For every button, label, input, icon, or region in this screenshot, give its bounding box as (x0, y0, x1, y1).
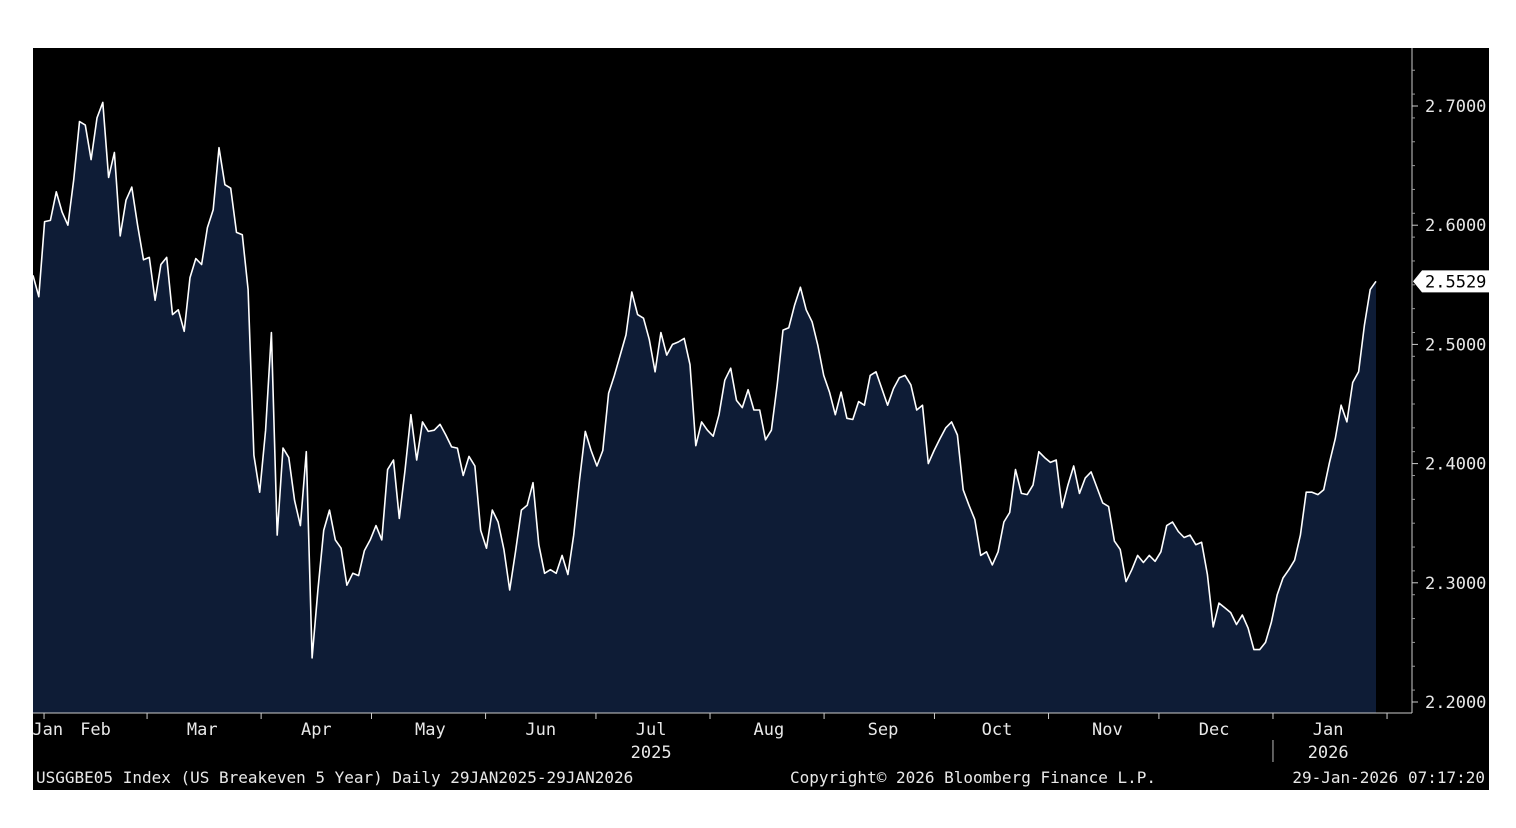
last-value-marker: 2.5529 (1413, 270, 1489, 293)
y-tick-label: 2.3000 (1425, 574, 1486, 594)
x-month-label: Jan (1313, 720, 1344, 740)
last-value-label: 2.5529 (1425, 272, 1486, 292)
y-axis: 2.7000 2.6000 2.5000 2.4000 2.3000 2.2000 (1412, 69, 1486, 713)
x-month-label: Oct (982, 720, 1013, 740)
x-month-label: Aug (754, 720, 785, 740)
x-month-label: Nov (1092, 720, 1123, 740)
x-month-label: Jul (636, 720, 667, 740)
footer-copyright: Copyright© 2026 Bloomberg Finance L.P. (790, 768, 1156, 787)
footer-security-description: USGGBE05 Index (US Breakeven 5 Year) Dai… (36, 768, 633, 787)
x-month-label: Dec (1199, 720, 1230, 740)
y-tick-label: 2.7000 (1425, 97, 1486, 117)
x-month-label: May (415, 720, 446, 740)
x-axis: Jan Feb Mar Apr May Jun Jul Aug Sep Oct Nov Dec Jan 2… (32, 713, 1388, 763)
x-month-label: Sep (868, 720, 899, 740)
last-value-tag (1413, 270, 1489, 293)
x-year-label: 2026 (1308, 743, 1349, 763)
x-month-label: Jan (32, 720, 63, 740)
series-area-fill (33, 102, 1376, 713)
plot-area (32, 101, 1377, 713)
footer-timestamp: 29-Jan-2026 07:17:20 (1292, 768, 1485, 787)
y-tick-label: 2.2000 (1425, 693, 1486, 713)
x-month-label: Apr (301, 720, 332, 740)
y-tick-label: 2.6000 (1425, 216, 1486, 236)
y-tick-label: 2.5000 (1425, 335, 1486, 355)
x-month-label: Mar (187, 720, 218, 740)
x-year-label: 2025 (631, 743, 672, 763)
series-line (32, 101, 1377, 659)
x-month-label: Feb (80, 720, 111, 740)
y-tick-label: 2.4000 (1425, 455, 1486, 475)
x-month-label: Jun (525, 720, 556, 740)
